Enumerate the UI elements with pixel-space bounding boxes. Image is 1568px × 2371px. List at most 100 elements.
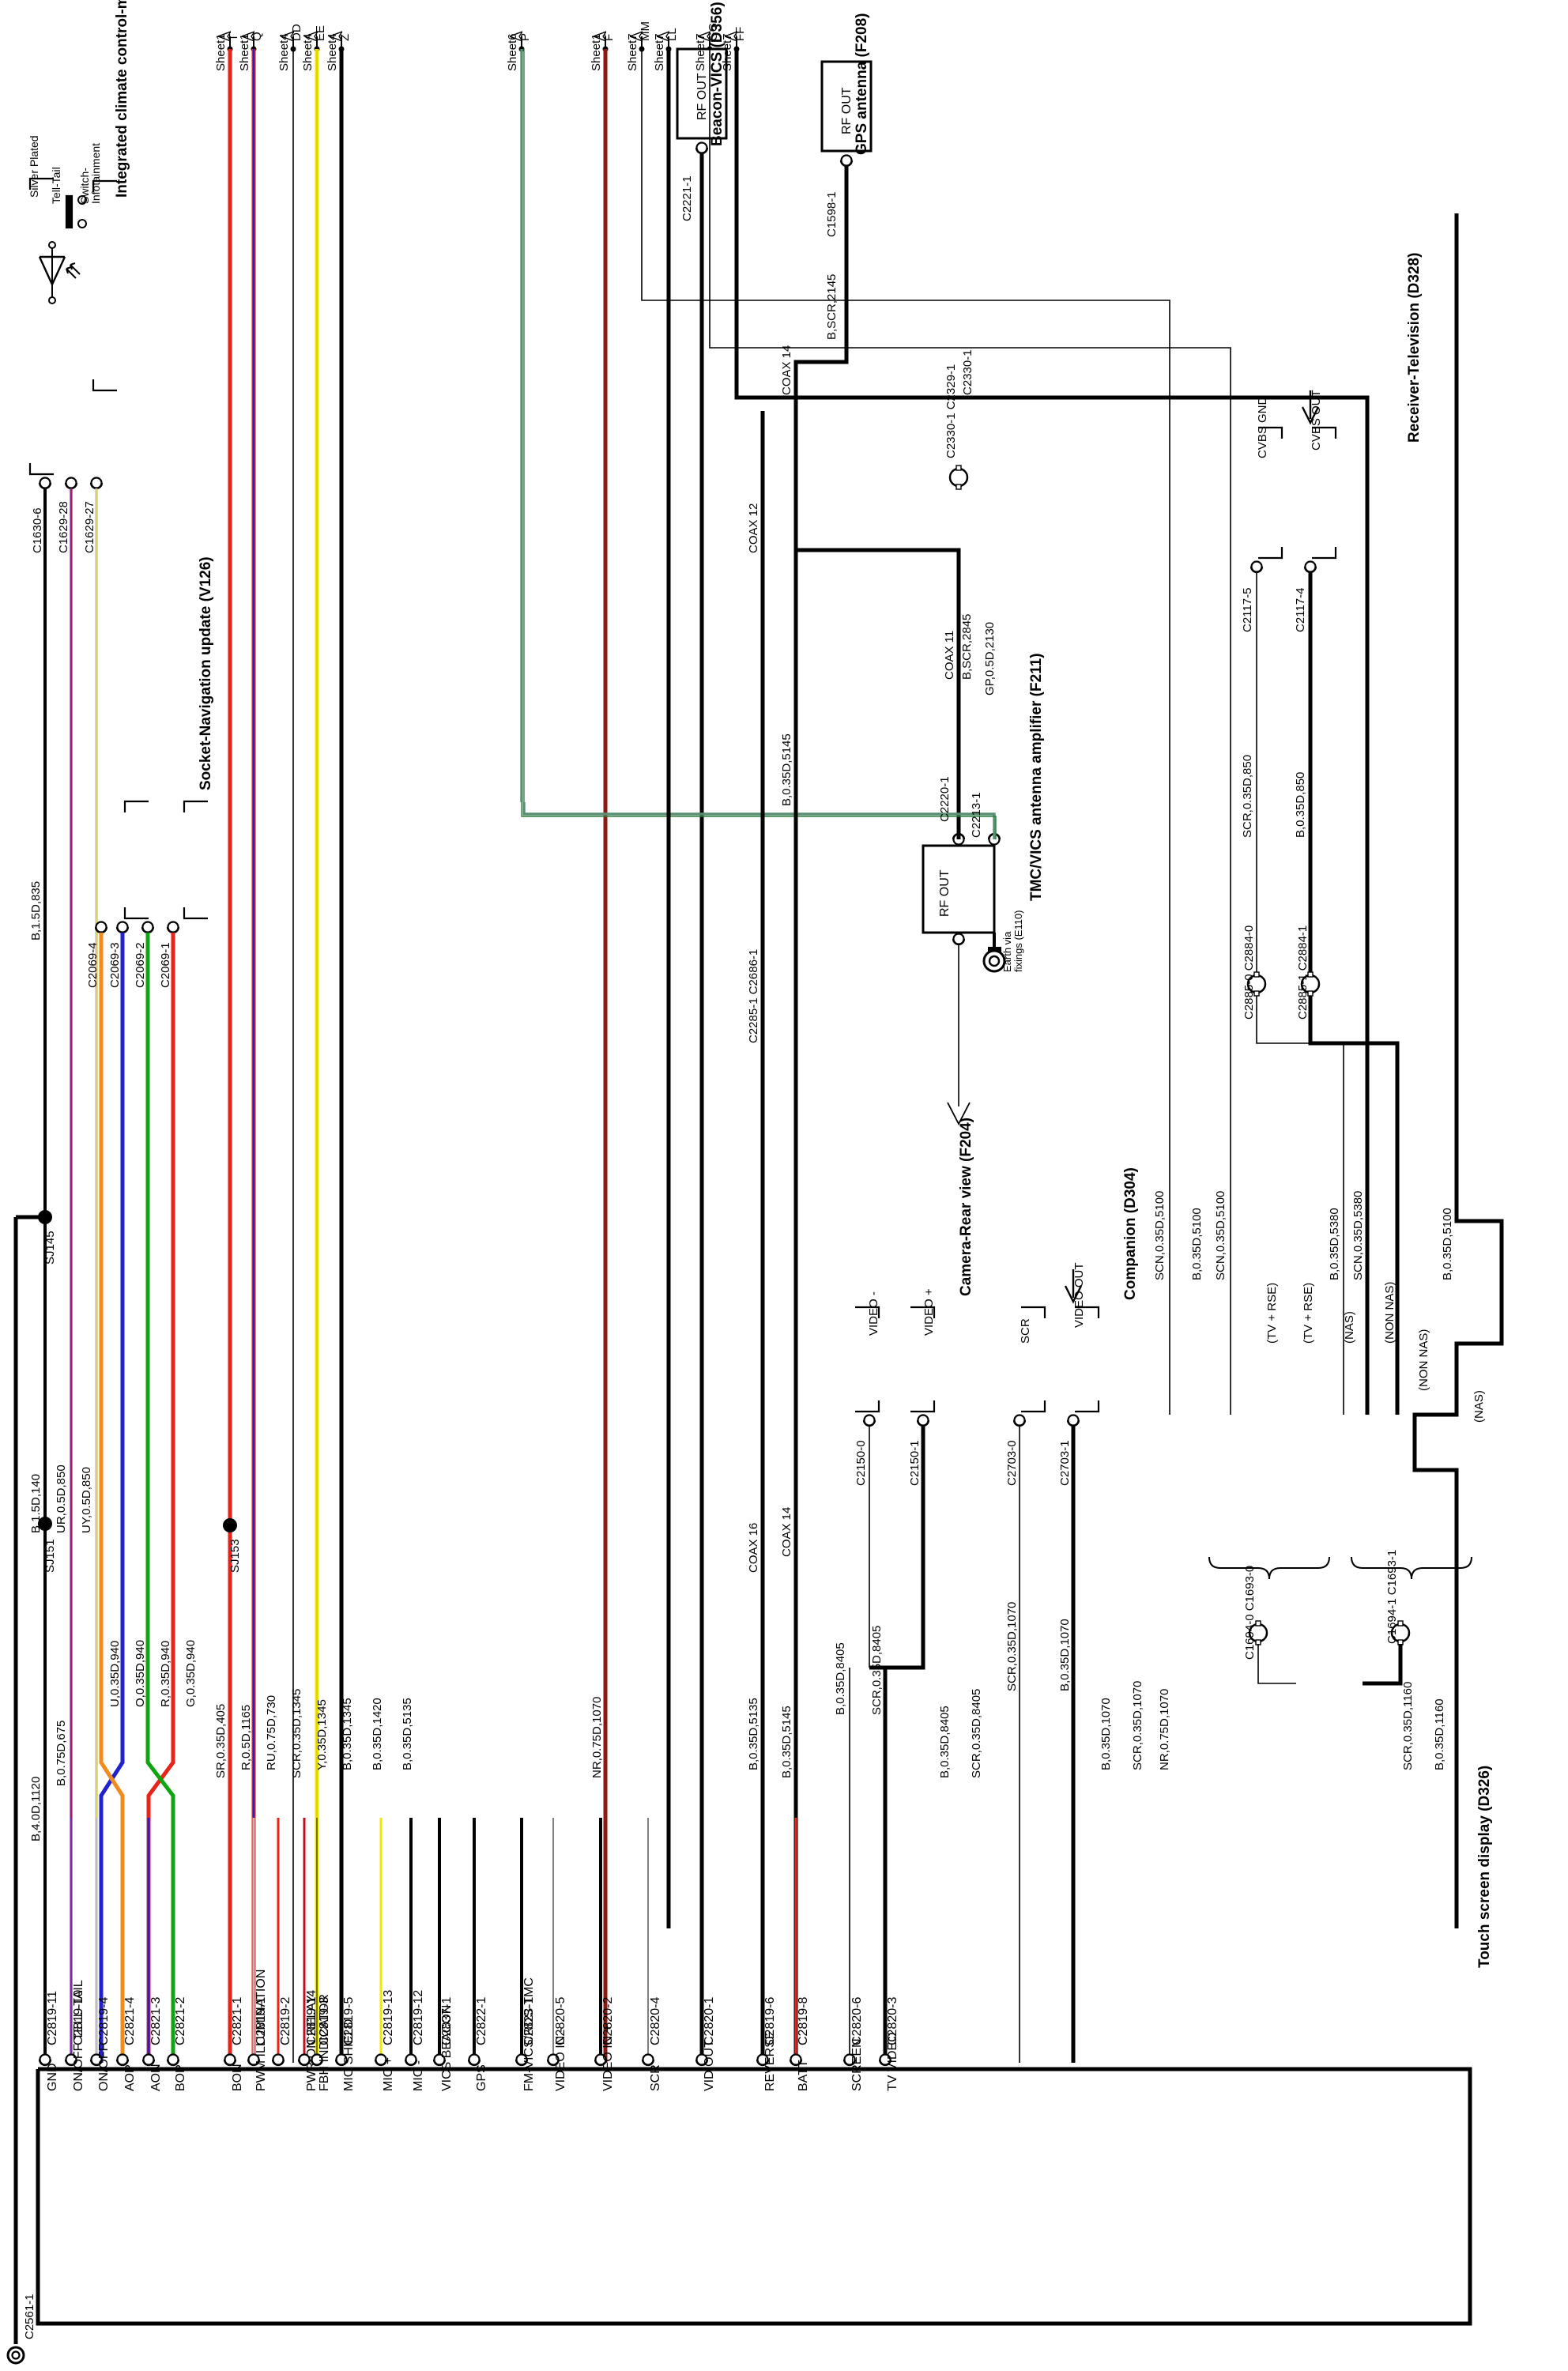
pin-connector-id: C2819-14 [305, 1990, 318, 2045]
connector-pin-arc [297, 2059, 311, 2067]
pin-connector-id: C2821-3 [149, 1997, 163, 2045]
pin-function-label: VICS BEACON [440, 2005, 454, 2091]
pin-connector-id: C2819-3 [318, 1997, 331, 2045]
pin-connector-id: C2819-2 [279, 1997, 292, 2045]
splice-sj151 [38, 1517, 52, 1531]
receiver-connector: C2117-5 [1241, 588, 1254, 632]
pin-connector-id: C2820-6 [850, 1997, 864, 2045]
pin-connector-id: C2821-1 [231, 1997, 244, 2045]
connector-pin-arc [594, 2059, 608, 2067]
wire-spec: B,0.35D,1160 [1433, 1698, 1446, 1770]
earth-note-line1: Earth via [1001, 931, 1013, 972]
switch-label-line2: Infotainment [89, 143, 102, 204]
connector-pin-arc [842, 2059, 857, 2067]
connector-pin-arc [64, 2059, 78, 2067]
wire-spec: U,0.35D,940 [108, 1641, 122, 1707]
sheet-ref-label: Sheet4 [301, 33, 315, 71]
pin-connector-id: C2820-4 [649, 1997, 662, 2045]
wire-spec: B,SCR,2145 [825, 274, 839, 340]
socket-nav-connector: C2069-4 [86, 942, 100, 988]
sheet-ref-label: Sheet7 [626, 33, 639, 71]
socket-nav-update-block [94, 800, 208, 934]
wire-spec: RU,0.75D,730 [265, 1695, 278, 1770]
wire-spec: R,0.5D,1165 [239, 1705, 253, 1770]
inline-connector-label: C1694-1 C1693-1 [1385, 1550, 1399, 1644]
gps-antenna-title: GPS antenna (F208) [854, 13, 870, 156]
companion-title: Companion (D304) [1122, 1167, 1139, 1300]
pin-function-label: SCR [649, 2064, 662, 2091]
tmc-connector: C2213-1 [970, 792, 983, 838]
pin-function-label: GND [46, 2063, 59, 2091]
connector-pin-arc [223, 2059, 237, 2067]
sheet-ref-tag: FF [733, 27, 747, 41]
wire-spec: B,0.35D,5135 [747, 1698, 760, 1770]
sheet-ref-tag: Z [338, 34, 352, 41]
wire-spec: B,0.35D,5100 [1190, 1208, 1204, 1280]
connector-pin-arc [789, 2059, 803, 2067]
connector-pin-arc [695, 2059, 709, 2067]
gps-antenna-connector: C1598-1 [825, 191, 839, 237]
right-step-routing [1208, 213, 1504, 1928]
right-bus-wires [641, 49, 1400, 1928]
wire-spec: SCR,0.35D,1345 [290, 1689, 303, 1778]
connector-pin-arc [271, 2059, 285, 2067]
pin-connector-id: C2819-4 [97, 1997, 111, 2045]
pin-connector-id: C2822-1 [475, 1997, 488, 2045]
sheet-ref-tag: EE [314, 25, 327, 41]
wire-spec: NR,0.75D,1070 [1158, 1689, 1171, 1770]
pin-connector-id: C2837-1 [440, 1997, 454, 2045]
pin-connector-id: C2819-6 [763, 1997, 777, 2045]
splice-points [13, 1210, 237, 2308]
connector-pin-arc [467, 2059, 481, 2067]
sheet-ref-tag: F [602, 34, 616, 41]
inline-connector-label: C2285-1 C2686-1 [747, 949, 760, 1043]
connector-pin-arc [514, 2059, 529, 2067]
tell-tail-label: Tell-Tail [50, 167, 62, 204]
sheet-ref-tag: T [227, 34, 240, 41]
wire-spec: O,0.35D,940 [134, 1640, 147, 1707]
pin-connector-id: C2820-3 [886, 1997, 899, 2045]
connector-pin-arc [310, 2059, 324, 2067]
wire-spec: SCR,0.35D,850 [1241, 755, 1254, 838]
gps-antenna-port: RF OUT [840, 87, 854, 134]
socket-nav-title-line1: Socket-Navigation update (V126) [198, 556, 214, 790]
coax-label: COAX 11 [943, 631, 956, 680]
connector-pin-arc [334, 2059, 349, 2067]
sheet-ref-label: Sheet4 [326, 33, 339, 71]
variant-note: (TV + RSE) [1265, 1283, 1279, 1344]
variant-note: (NAS) [1472, 1390, 1486, 1423]
coax-label: COAX 16 [747, 1523, 760, 1573]
coax-label: COAX 14 [780, 1507, 793, 1557]
sheet-ref-label: Sheet1 [238, 33, 251, 71]
sheet-ref-label: Sheet7 [694, 33, 707, 71]
wire-spec: B,4.0D,1120 [29, 1777, 43, 1841]
pin-function-label: VIDEO IN - [554, 2028, 567, 2091]
wire-spec: SCN,0.35D,5100 [1214, 1191, 1227, 1280]
pin-function-label: BON [231, 2064, 244, 2091]
sheet-ref-tag: LL [665, 28, 679, 41]
companion-connector: C2703-1 [1058, 1440, 1072, 1486]
wire-spec: B,0.75D,675 [55, 1721, 68, 1786]
tmc-amp-port: RF OUT [938, 869, 952, 917]
wire-spec: B,0.35D,5135 [401, 1698, 414, 1770]
wire-spec: B,0.35D,850 [1294, 772, 1307, 838]
pin-connector-id: C2819-10 [72, 1990, 85, 2045]
wire-spec: SCR,0.35D,8405 [970, 1689, 983, 1778]
pin-function-label: VID OUT [703, 2040, 716, 2091]
climate-module-block [28, 177, 117, 490]
pin-function-label: AON [149, 2064, 163, 2091]
connector-pin-arc [641, 2059, 655, 2067]
wire-spec: SCR,0.35D,1160 [1401, 1682, 1415, 1770]
wire-spec: SR,0.35D,405 [214, 1704, 228, 1778]
connector-pin-arc [115, 2059, 130, 2067]
splice-label: SJ153 [228, 1539, 242, 1573]
sheet-ref-label: Sheet1 [590, 33, 603, 71]
wire-spec: B,0.35D,1345 [341, 1698, 354, 1770]
pin-function-label: SCREEN [850, 2038, 864, 2091]
wire-spec: B,SCR,2845 [960, 614, 974, 680]
variant-note: (NAS) [1343, 1311, 1356, 1344]
sheet-ref-tag: GG [707, 23, 720, 41]
